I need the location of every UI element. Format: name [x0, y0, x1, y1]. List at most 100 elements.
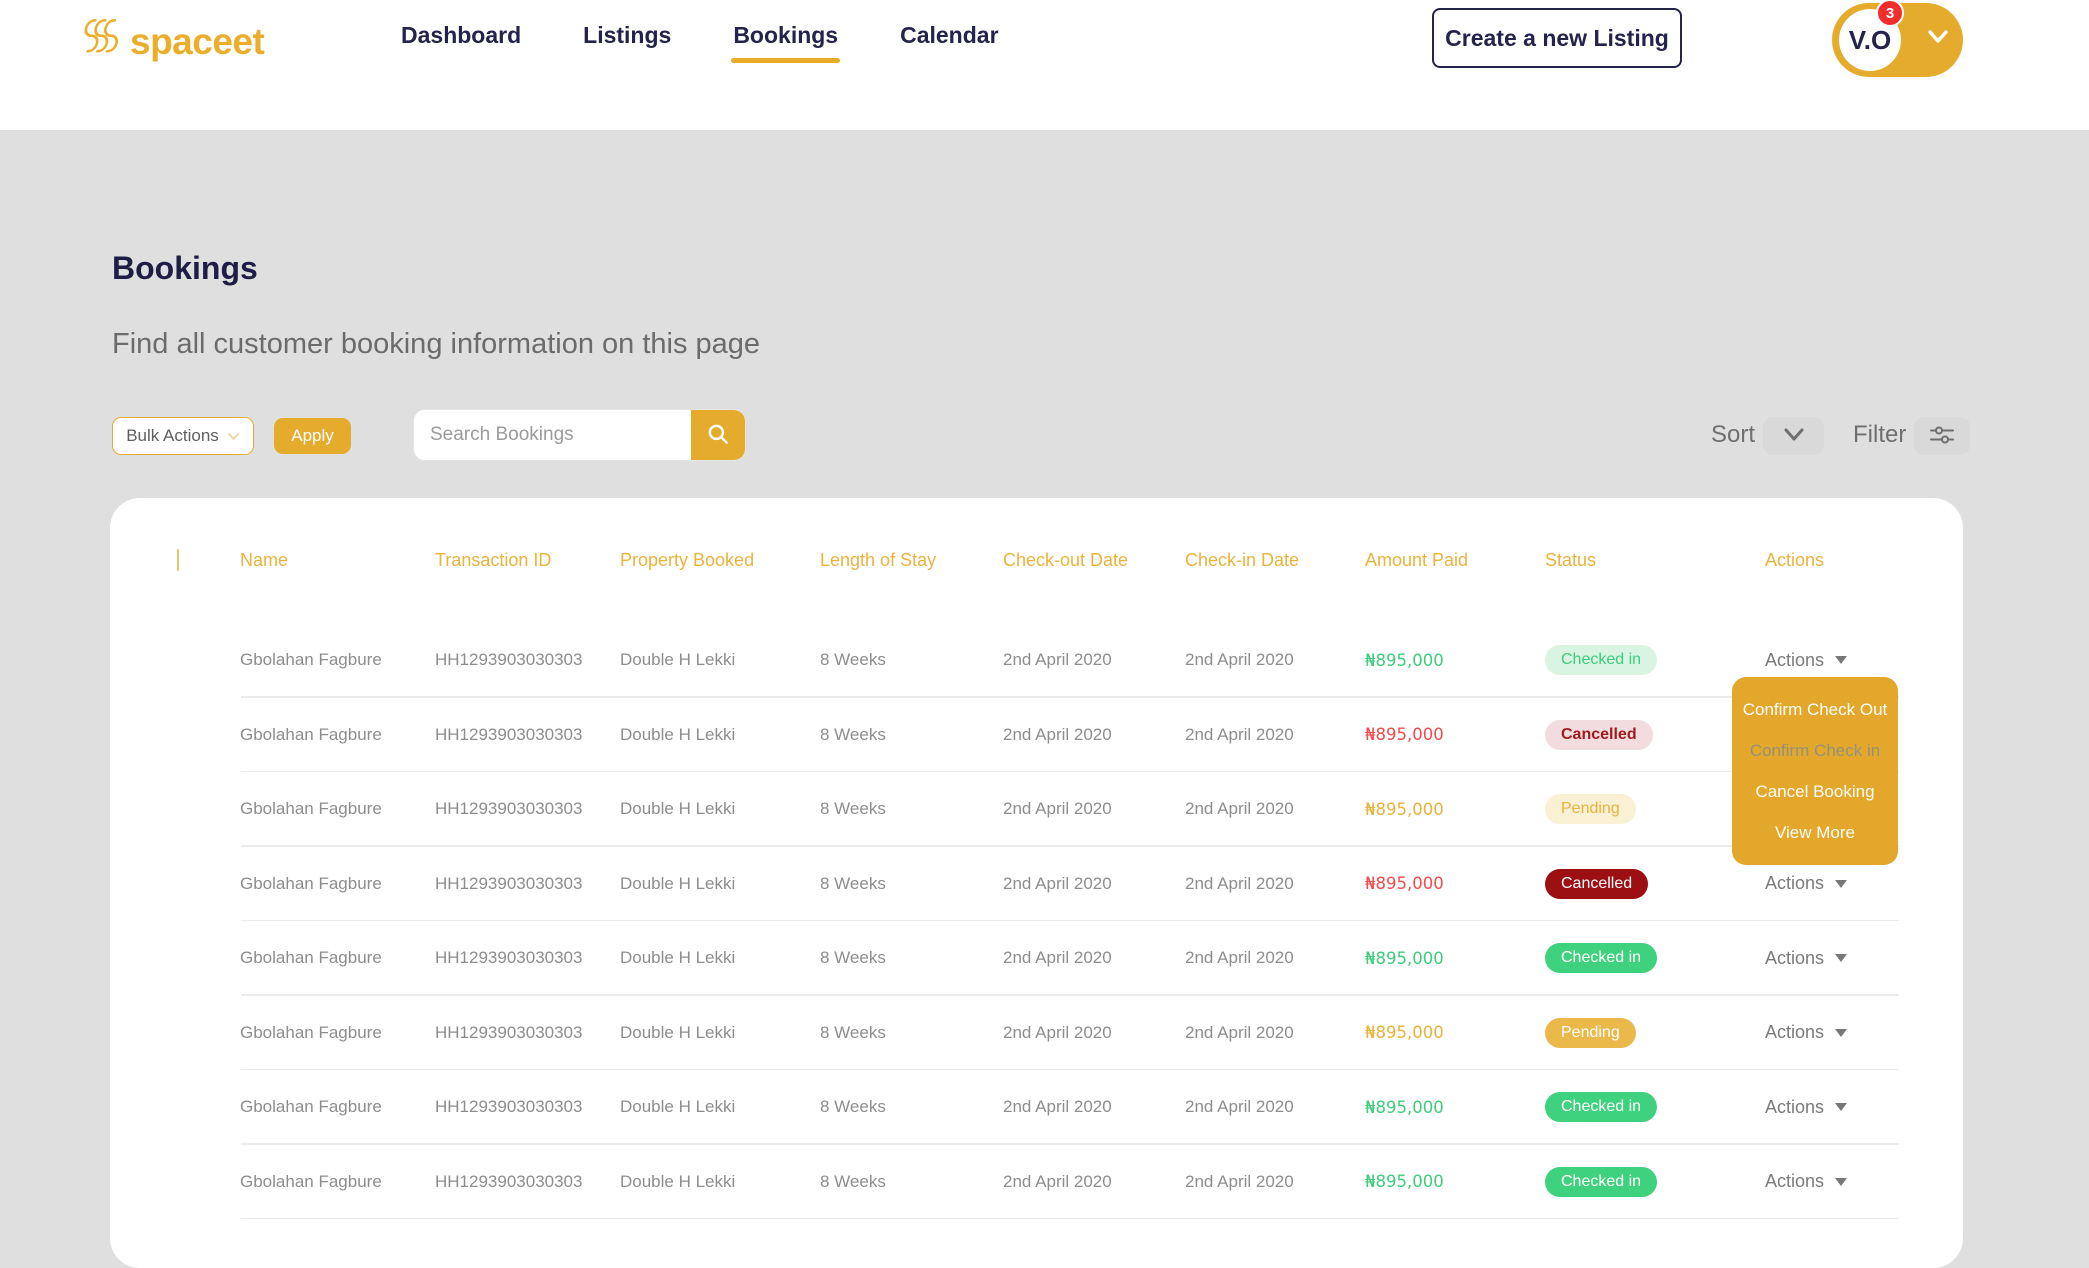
filter-sliders-icon — [1928, 424, 1956, 449]
cell-amount: ₦895,000 — [1365, 1023, 1444, 1043]
select-all-checkbox[interactable] — [177, 549, 179, 571]
column-header-check-out-date: Check-out Date — [1003, 550, 1129, 570]
actions-dropdown-menu: Confirm Check Out Confirm Check in Cancel … — [1732, 677, 1898, 865]
cell-transaction-id: HH1293903030303 — [435, 1097, 583, 1117]
caret-down-icon — [1835, 1028, 1848, 1037]
cell-name: Gbolahan Fagbure — [240, 1022, 382, 1042]
user-menu[interactable]: V.O 3 — [1832, 0, 1963, 77]
cell-check-in-date: 2nd April 2020 — [1185, 1022, 1294, 1042]
row-actions-button[interactable]: Actions — [1765, 948, 1923, 969]
caret-down-icon — [1835, 1103, 1848, 1112]
row-actions-label: Actions — [1765, 649, 1825, 670]
status-badge: Cancelled — [1545, 719, 1653, 750]
row-actions-button[interactable]: Actions — [1765, 650, 1923, 671]
cell-name: Gbolahan Fagbure — [240, 948, 382, 968]
notification-badge[interactable]: 3 — [1876, 0, 1904, 27]
cell-transaction-id: HH1293903030303 — [435, 1022, 583, 1042]
cell-length-of-stay: 8 Weeks — [820, 1171, 886, 1191]
filter-label: Filter — [1853, 421, 1907, 448]
table-header-row: Name Transaction ID Property Booked Leng… — [110, 498, 1963, 623]
cell-length-of-stay: 8 Weeks — [820, 650, 886, 670]
status-badge: Checked in — [1545, 1092, 1658, 1123]
caret-down-icon — [1835, 656, 1848, 665]
status-badge: Pending — [1545, 794, 1636, 825]
row-actions-label: Actions — [1765, 873, 1825, 894]
row-actions-label: Actions — [1765, 1171, 1825, 1192]
nav-item-listings[interactable]: Listings — [583, 22, 672, 48]
filter-button[interactable] — [1914, 417, 1970, 455]
cell-amount: ₦895,000 — [1365, 725, 1444, 745]
cell-transaction-id: HH1293903030303 — [435, 799, 583, 819]
cell-length-of-stay: 8 Weeks — [820, 724, 886, 744]
search-bookings — [413, 409, 746, 461]
column-header-name: Name — [240, 550, 289, 570]
table-body: Gbolahan Fagbure HH1293903030303 Double … — [110, 623, 1963, 1219]
cell-check-out-date: 2nd April 2020 — [1003, 948, 1112, 968]
bulk-actions-label: Bulk Actions — [126, 426, 219, 445]
cell-transaction-id: HH1293903030303 — [435, 948, 583, 968]
chevron-down-icon — [1782, 427, 1806, 445]
cell-name: Gbolahan Fagbure — [240, 724, 382, 744]
search-input[interactable] — [414, 410, 691, 460]
cell-property-booked: Double H Lekki — [620, 724, 736, 744]
bulk-actions-dropdown[interactable]: Bulk Actions — [112, 417, 254, 455]
actions-menu-item[interactable]: Confirm Check in — [1749, 740, 1881, 760]
cell-check-in-date: 2nd April 2020 — [1185, 799, 1294, 819]
cell-amount: ₦895,000 — [1365, 1172, 1444, 1192]
sort-dropdown-button[interactable] — [1763, 417, 1824, 455]
actions-menu-item[interactable]: Confirm Check Out — [1742, 699, 1888, 719]
search-button[interactable] — [691, 410, 745, 460]
column-header-check-in-date: Check-in Date — [1185, 550, 1300, 570]
caret-down-icon — [1835, 879, 1848, 888]
row-actions-button[interactable]: Actions — [1765, 1171, 1923, 1192]
nav-item-bookings[interactable]: Bookings — [731, 22, 840, 63]
cell-property-booked: Double H Lekki — [620, 1022, 736, 1042]
caret-down-icon — [1835, 954, 1848, 963]
page-subtitle: Find all customer booking information on… — [112, 328, 761, 360]
cell-transaction-id: HH1293903030303 — [435, 1171, 583, 1191]
row-actions-button[interactable]: Actions — [1765, 1022, 1923, 1043]
cell-check-in-date: 2nd April 2020 — [1185, 650, 1294, 670]
page-title: Bookings — [112, 250, 258, 286]
cell-transaction-id: HH1293903030303 — [435, 724, 583, 744]
table-row: Gbolahan Fagbure HH1293903030303 Double … — [110, 847, 1963, 922]
caret-down-icon — [1835, 1177, 1848, 1186]
brand-name: spaceet — [130, 20, 265, 62]
actions-menu-item[interactable]: Cancel Booking — [1755, 781, 1875, 801]
column-header-property-booked: Property Booked — [620, 550, 755, 570]
cell-name: Gbolahan Fagbure — [240, 1171, 382, 1191]
status-badge: Checked in — [1545, 645, 1658, 676]
status-badge: Checked in — [1545, 1166, 1658, 1197]
nav-item-dashboard[interactable]: Dashboard — [401, 22, 522, 48]
cell-name: Gbolahan Fagbure — [240, 873, 382, 893]
cell-check-in-date: 2nd April 2020 — [1185, 724, 1294, 744]
cell-check-in-date: 2nd April 2020 — [1185, 1171, 1294, 1191]
cell-property-booked: Double H Lekki — [620, 1171, 736, 1191]
brand-logo[interactable]: spaceet — [72, 14, 265, 69]
apply-button[interactable]: Apply — [274, 418, 351, 454]
cell-amount: ₦895,000 — [1365, 948, 1444, 968]
cell-check-out-date: 2nd April 2020 — [1003, 873, 1112, 893]
cell-length-of-stay: 8 Weeks — [820, 1022, 886, 1042]
cell-property-booked: Double H Lekki — [620, 1097, 736, 1117]
nav-item-calendar[interactable]: Calendar — [900, 22, 999, 48]
table-row: Gbolahan Fagbure HH1293903030303 Double … — [110, 996, 1963, 1071]
cell-check-in-date: 2nd April 2020 — [1185, 873, 1294, 893]
status-badge: Pending — [1545, 1017, 1636, 1048]
cell-check-in-date: 2nd April 2020 — [1185, 948, 1294, 968]
column-header-length-of-stay: Length of Stay — [820, 550, 937, 570]
cell-check-out-date: 2nd April 2020 — [1003, 799, 1112, 819]
cell-property-booked: Double H Lekki — [620, 873, 736, 893]
create-listing-button[interactable]: Create a new Listing — [1432, 8, 1682, 68]
actions-menu-item[interactable]: View More — [1775, 822, 1855, 842]
sort-label: Sort — [1711, 421, 1756, 448]
cell-amount: ₦895,000 — [1365, 799, 1444, 819]
cell-check-out-date: 2nd April 2020 — [1003, 1171, 1112, 1191]
cell-name: Gbolahan Fagbure — [240, 650, 382, 670]
cell-length-of-stay: 8 Weeks — [820, 948, 886, 968]
chevron-down-icon — [227, 426, 240, 446]
row-actions-button[interactable]: Actions — [1765, 873, 1923, 894]
column-header-actions: Actions — [1765, 550, 1825, 570]
row-actions-button[interactable]: Actions — [1765, 1097, 1923, 1118]
cell-check-out-date: 2nd April 2020 — [1003, 724, 1112, 744]
